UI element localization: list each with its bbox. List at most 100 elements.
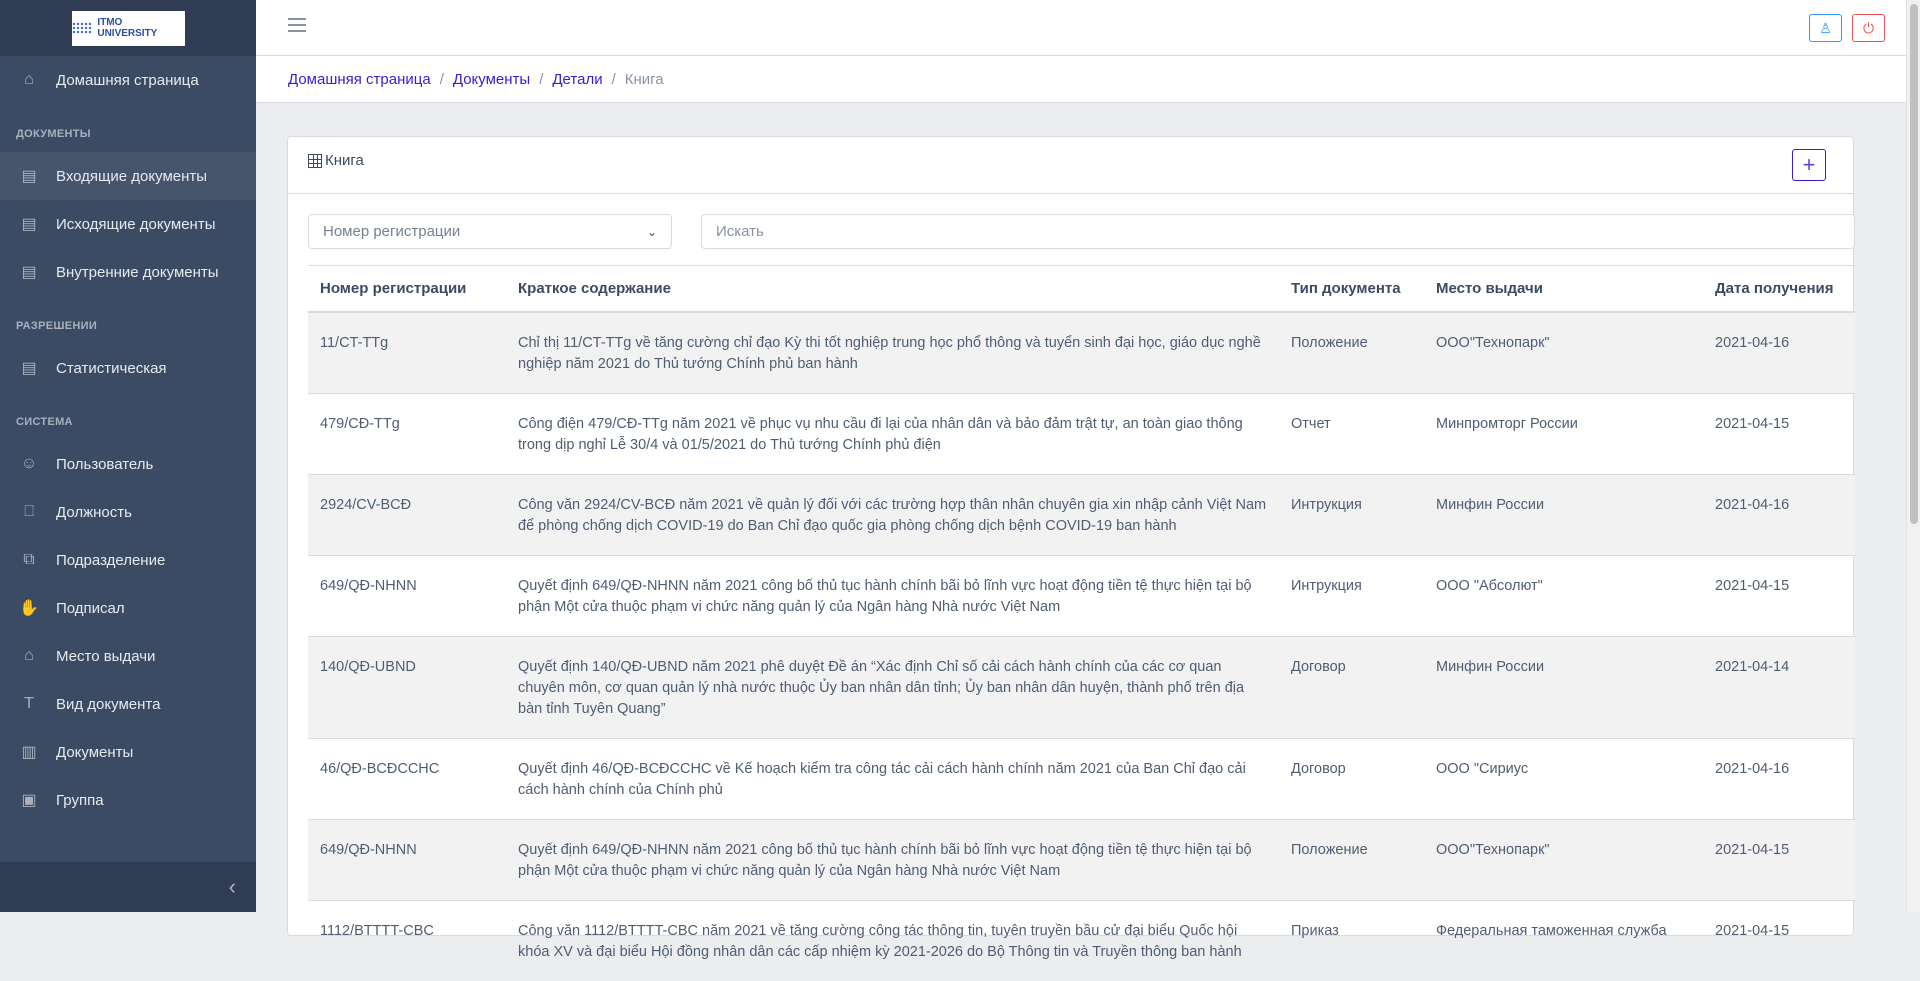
table-row[interactable]: 649/QĐ-NHNN Quyết định 649/QĐ-NHNN năm 20… xyxy=(308,554,1855,636)
document-icon: ▤ xyxy=(21,360,37,377)
table-row[interactable]: 1112/BTTTT-CBC Công văn 1112/BTTTT-CBC nă… xyxy=(308,899,1855,981)
column-header[interactable]: Номер регистрации xyxy=(308,265,506,313)
user-icon: ☺ xyxy=(20,455,38,472)
breadcrumb-documents[interactable]: Документы xyxy=(452,70,531,88)
sidebar-item-doc-type[interactable]: T Вид документа xyxy=(0,680,256,728)
section-title-permissions: РАЗРЕШЕНИИ xyxy=(16,320,98,332)
place-cell: ООО"Технопарк" xyxy=(1424,818,1703,900)
date-cell: 2021-04-16 xyxy=(1703,311,1855,393)
date-cell: 2021-04-15 xyxy=(1703,554,1855,636)
contact-icon: ▣ xyxy=(21,792,37,809)
table-row[interactable]: 11/CT-TTg Chỉ thị 11/CT-TTg về tăng cường… xyxy=(308,311,1855,393)
place-cell: Федеральная таможенная служба xyxy=(1424,899,1703,981)
menu-toggle-icon[interactable] xyxy=(288,18,306,32)
sidebar-item-user[interactable]: ☺ Пользователь xyxy=(20,455,154,473)
place-cell: Минпромторг России xyxy=(1424,392,1703,474)
summary-cell: Công điện 479/CĐ-TTg năm 2021 về phục vụ… xyxy=(506,392,1279,474)
summary-cell: Quyết định 46/QĐ-BCĐCCHC về Kế hoạch kiể… xyxy=(506,737,1279,819)
document-icon: ▤ xyxy=(21,264,37,281)
search-field-select[interactable]: Номер регистрации ⌄ xyxy=(308,214,672,249)
table-row[interactable]: 479/CĐ-TTg Công điện 479/CĐ-TTg năm 2021 … xyxy=(308,392,1855,474)
sidebar-item-place[interactable]: ⌂ Место выдачи xyxy=(0,632,256,680)
doc-type-cell: Договор xyxy=(1279,635,1424,738)
bank-icon: ⌂ xyxy=(24,647,34,664)
top-header: ♙ ⏻ xyxy=(256,0,1906,56)
date-cell: 2021-04-16 xyxy=(1703,473,1855,555)
reg-number-cell: 1112/BTTTT-CBC xyxy=(308,899,506,981)
add-button[interactable]: + xyxy=(1792,149,1826,181)
documents-table: Номер регистрации Краткое содержание Тип д… xyxy=(308,265,1855,981)
section-title-system: СИСТЕМА xyxy=(16,416,73,428)
summary-cell: Quyết định 649/QĐ-NHNN năm 2021 công bố … xyxy=(506,554,1279,636)
date-cell: 2021-04-14 xyxy=(1703,635,1855,738)
power-icon: ⏻ xyxy=(1862,19,1875,36)
sidebar-item-internal[interactable]: ▤ Внутренние документы xyxy=(21,263,219,282)
table-row[interactable]: 2924/CV-BCĐ Công văn 2924/CV-BCĐ năm 2021… xyxy=(308,473,1855,555)
page-scrollbar[interactable] xyxy=(1906,0,1920,912)
place-cell: ООО "Сириус xyxy=(1424,737,1703,819)
sidebar-item-position[interactable]: ⎕ Должность xyxy=(0,488,256,536)
table-row[interactable]: 46/QĐ-BCĐCCHC Quyết định 46/QĐ-BCĐCCHC về… xyxy=(308,737,1855,819)
breadcrumb-current: Книга xyxy=(624,70,664,88)
date-cell: 2021-04-15 xyxy=(1703,818,1855,900)
table-row[interactable]: 649/QĐ-NHNN Quyết định 649/QĐ-NHNN năm 20… xyxy=(308,818,1855,900)
sitemap-icon: ⧉ xyxy=(23,551,35,568)
profile-button[interactable]: ♙ xyxy=(1809,14,1842,42)
reg-number-cell: 140/QĐ-UBND xyxy=(308,635,506,738)
document-icon: ▤ xyxy=(21,216,37,233)
summary-cell: Quyết định 649/QĐ-NHNN năm 2021 công bố … xyxy=(506,818,1279,900)
date-cell: 2021-04-16 xyxy=(1703,737,1855,819)
sidebar-item-incoming[interactable]: ▤ Входящие документы xyxy=(0,152,256,200)
book-card: Книга + Номер регистрации⌄ Номер регистр… xyxy=(287,136,1855,981)
breadcrumb-home[interactable]: Домашняя страница xyxy=(288,70,431,88)
search-input[interactable] xyxy=(701,214,1855,249)
date-cell: 2021-04-15 xyxy=(1703,899,1855,981)
chevron-down-icon: ⌄ xyxy=(646,224,657,239)
logout-button[interactable]: ⏻ xyxy=(1852,14,1885,42)
sidebar-item-signed[interactable]: ✋ Подписал xyxy=(19,599,125,618)
table-icon xyxy=(308,153,322,168)
doc-type-cell: Договор xyxy=(1279,737,1424,819)
place-cell: ООО"Технопарк" xyxy=(1424,311,1703,393)
doc-type-cell: Приказ xyxy=(1279,899,1424,981)
place-cell: ООО "Абсолют" xyxy=(1424,554,1703,636)
place-cell: Минфин России xyxy=(1424,635,1703,738)
column-header[interactable]: Краткое содержание xyxy=(506,265,1279,313)
document-icon: ▤ xyxy=(21,168,37,185)
column-header[interactable]: Дата получения xyxy=(1703,265,1855,313)
column-header[interactable]: Место выдачи xyxy=(1424,265,1703,313)
summary-cell: Công văn 1112/BTTTT-CBC năm 2021 về tăng… xyxy=(506,899,1279,981)
doc-type-cell: Интрукция xyxy=(1279,473,1424,555)
sidebar-item-group[interactable]: ▣ Группа xyxy=(21,791,104,810)
plus-icon: + xyxy=(1802,152,1816,177)
column-header[interactable]: Тип документа xyxy=(1279,265,1424,313)
summary-cell: Quyết định 140/QĐ-UBND năm 2021 phê duyệ… xyxy=(506,635,1279,738)
doc-type-cell: Положение xyxy=(1279,818,1424,900)
breadcrumb-details[interactable]: Детали xyxy=(552,70,603,88)
bookmark-icon: ⎕ xyxy=(24,503,34,520)
reg-number-cell: 2924/CV-BCĐ xyxy=(308,473,506,555)
reg-number-cell: 649/QĐ-NHNN xyxy=(308,554,506,636)
card-title: Книга xyxy=(308,152,364,169)
scrollbar-thumb[interactable] xyxy=(1910,4,1918,524)
breadcrumb: Домашняя страница / Документы / Детали / Кн… xyxy=(256,56,1906,103)
summary-cell: Chỉ thị 11/CT-TTg về tăng cường chỉ đạo … xyxy=(506,311,1279,393)
reg-number-cell: 46/QĐ-BCĐCCHC xyxy=(308,737,506,819)
doc-type-cell: Положение xyxy=(1279,311,1424,393)
reg-number-cell: 11/CT-TTg xyxy=(308,311,506,393)
reg-number-cell: 649/QĐ-NHNN xyxy=(308,818,506,900)
sidebar: ITMO UNIVERSITY ⌂ Домашняя страница ДОКУМ… xyxy=(0,0,256,912)
sidebar-item-home[interactable]: ⌂ Домашняя страница xyxy=(0,56,256,104)
date-cell: 2021-04-15 xyxy=(1703,392,1855,474)
sidebar-item-outgoing[interactable]: ▤ Исходящие документы xyxy=(21,215,216,234)
sidebar-item-documents[interactable]: ▥ Документы xyxy=(21,743,134,762)
doc-type-cell: Отчет xyxy=(1279,392,1424,474)
sidebar-collapse-button[interactable]: ‹ xyxy=(0,862,256,912)
table-row[interactable]: 140/QĐ-UBND Quyết định 140/QĐ-UBND năm 20… xyxy=(308,635,1855,738)
sidebar-item-statistics[interactable]: ▤ Статистическая xyxy=(21,359,167,378)
place-cell: Минфин России xyxy=(1424,473,1703,555)
sidebar-item-subdivision[interactable]: ⧉ Подразделение xyxy=(0,536,256,584)
itmo-logo[interactable]: ITMO UNIVERSITY xyxy=(71,10,185,46)
chevron-left-icon: ‹ xyxy=(228,874,236,899)
home-icon: ⌂ xyxy=(24,71,34,88)
